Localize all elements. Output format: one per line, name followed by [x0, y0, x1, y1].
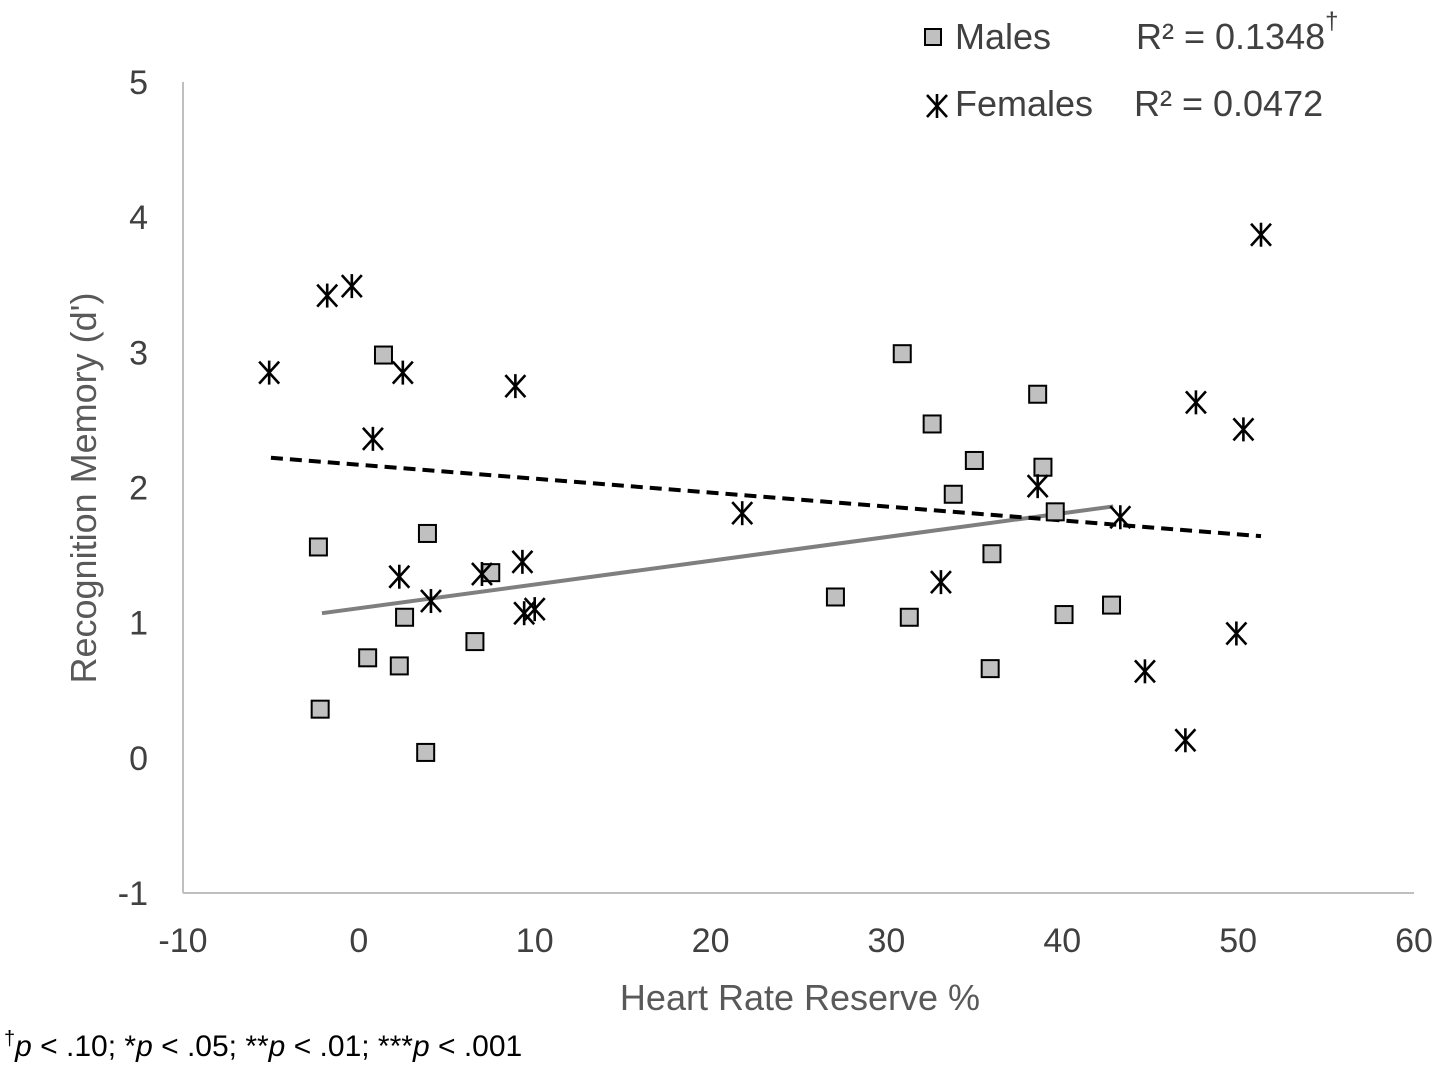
footnote-p4: p [412, 1030, 430, 1063]
y-tick-label: 2 [129, 470, 148, 508]
legend-r2-females: R² = 0.0472 [1134, 83, 1323, 124]
point-female [1232, 417, 1255, 442]
trendline-males [321, 504, 1114, 616]
point-male [417, 523, 437, 543]
y-tick-label: 4 [129, 199, 148, 237]
point-female [511, 549, 534, 574]
legend: Males R² = 0.1348† Females R² = 0.0472 [924, 8, 1338, 124]
y-tick-label: 1 [129, 605, 148, 643]
point-male [892, 344, 912, 364]
point-male [373, 345, 393, 365]
point-male [922, 414, 942, 434]
point-male [395, 607, 415, 627]
point-female [1184, 390, 1207, 415]
point-female [340, 274, 363, 299]
footnote-t4: < .001 [429, 1030, 523, 1063]
point-female [731, 501, 754, 526]
legend-label-males: Males [955, 16, 1051, 57]
footnote-t1: < .10; * [31, 1030, 137, 1063]
point-male [980, 659, 1000, 679]
x-tick-label: 60 [1395, 922, 1433, 960]
footnote-t2: < .05; ** [152, 1030, 269, 1063]
point-male [1045, 502, 1065, 522]
point-male [358, 648, 378, 668]
point-female [1133, 659, 1156, 684]
point-female [504, 374, 527, 399]
point-male [899, 607, 919, 627]
y-tick-label: 5 [129, 64, 148, 102]
point-female [929, 570, 952, 595]
point-male [310, 699, 330, 719]
footnote-p1: p [15, 1030, 32, 1063]
x-tick-label: 20 [692, 922, 730, 960]
point-female [388, 564, 411, 589]
point-female [1174, 728, 1197, 753]
y-tick-label: 3 [129, 334, 148, 372]
point-female [1250, 222, 1272, 247]
point-male [1033, 457, 1053, 477]
data-points [258, 222, 1272, 762]
footnote: †p < .10; *p < .05; **p < .01; ***p < .0… [4, 1028, 522, 1064]
legend-r2-males: R² = 0.1348† [1136, 8, 1338, 57]
point-male [416, 742, 436, 762]
point-female [470, 562, 493, 587]
point-female [361, 426, 384, 451]
trendlines [270, 455, 1262, 616]
x-axis-title: Heart Rate Reserve % [620, 977, 980, 1018]
point-female [1026, 474, 1049, 499]
x-tick-label: 10 [516, 922, 554, 960]
point-male [389, 656, 409, 676]
point-male [964, 450, 984, 470]
trendline-females [270, 455, 1262, 539]
y-tick-label: -1 [118, 875, 148, 913]
point-female [523, 597, 546, 622]
point-female [391, 360, 414, 385]
point-male [982, 544, 1002, 564]
legend-star-icon [926, 94, 948, 118]
x-tick-label: -10 [158, 922, 207, 960]
footnote-p3: p [268, 1030, 286, 1063]
x-tick-label: 0 [349, 922, 368, 960]
point-female [258, 360, 281, 385]
point-female [316, 283, 339, 308]
x-tick-label: 50 [1219, 922, 1257, 960]
point-male [1028, 384, 1048, 404]
footnote-p2: p [136, 1030, 153, 1063]
point-male [1102, 595, 1122, 615]
point-female [1109, 505, 1132, 530]
point-female [419, 589, 442, 614]
y-axis-title: Recognition Memory (d') [63, 292, 104, 683]
point-male [1054, 605, 1074, 625]
x-tick-label: 40 [1043, 922, 1081, 960]
point-male [465, 632, 485, 652]
legend-marker-males [924, 28, 942, 46]
x-tick-label: 30 [868, 922, 906, 960]
point-male [825, 587, 845, 607]
legend-marker-females [926, 94, 948, 118]
footnote-t3: < .01; *** [285, 1030, 413, 1063]
point-male [943, 484, 963, 504]
point-male [308, 537, 328, 557]
legend-label-females: Females [955, 83, 1093, 124]
y-tick-label: 0 [129, 740, 148, 778]
point-female [1225, 621, 1248, 646]
legend-r2-dagger: † [1325, 8, 1338, 35]
footnote-dagger: † [4, 1028, 16, 1050]
